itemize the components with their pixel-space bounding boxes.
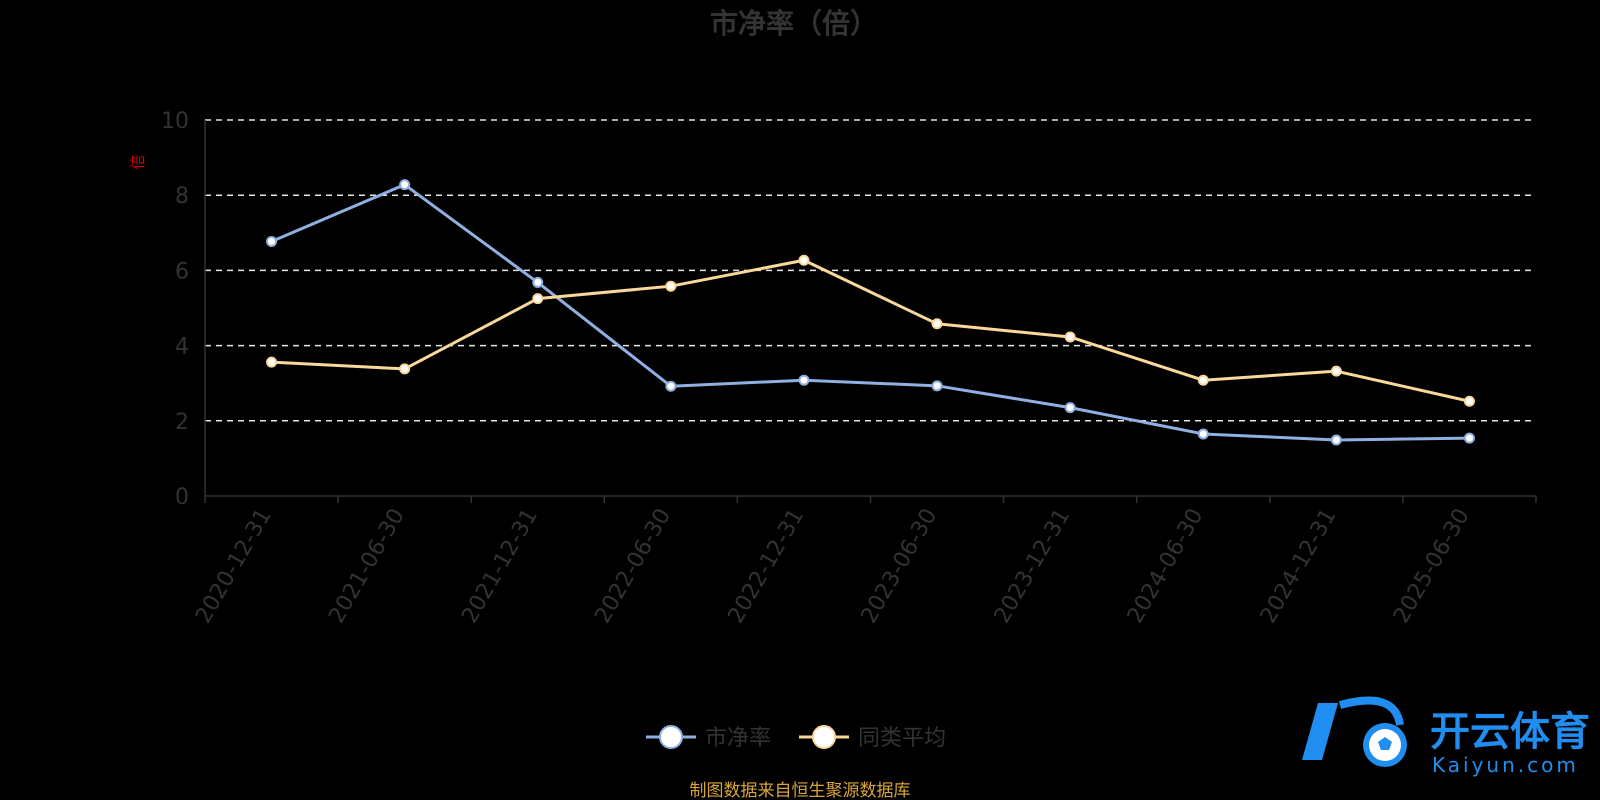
legend-marker (812, 725, 836, 749)
x-tick-label: 2023-12-31 (990, 505, 1076, 628)
data-point[interactable] (1064, 331, 1076, 343)
x-tick-label: 2020-12-31 (191, 505, 277, 628)
x-tick-label: 2024-06-30 (1123, 505, 1209, 628)
legend-item[interactable]: 市净率 (646, 725, 771, 751)
y-tick-label: 4 (175, 335, 189, 360)
data-point[interactable] (798, 374, 810, 386)
data-point[interactable] (1463, 395, 1475, 407)
source-note: 制图数据来自恒生聚源数据库 (690, 781, 911, 800)
x-tick-label: 2022-12-31 (724, 505, 810, 628)
legend-label: 市净率 (705, 726, 771, 751)
legend-label: 同类平均 (858, 726, 946, 751)
data-point[interactable] (798, 254, 810, 266)
data-point[interactable] (532, 293, 544, 305)
data-point[interactable] (266, 356, 278, 368)
x-tick-label: 2021-06-30 (324, 505, 410, 628)
data-point[interactable] (665, 280, 677, 292)
legend[interactable]: 市净率 同类平均 (646, 725, 946, 751)
data-point[interactable] (266, 235, 278, 247)
series-line (270, 183, 1470, 442)
y-tick-label: 10 (161, 109, 189, 134)
series-layer (266, 179, 1475, 446)
y-tick-label: 6 (175, 259, 189, 284)
watermark-sub: Kaiyun.com (1432, 753, 1579, 777)
watermark-logo: 开云体育 Kaiyun.com (1302, 696, 1590, 777)
x-tick-label: 2021-12-31 (457, 505, 543, 628)
series-2 (266, 254, 1475, 407)
x-tick-label: 2022-06-30 (590, 505, 676, 628)
data-point[interactable] (399, 179, 411, 191)
series-1 (266, 179, 1475, 446)
data-point[interactable] (1463, 432, 1475, 444)
y-tick-label: 2 (175, 410, 189, 435)
x-tick-label: 2023-06-30 (857, 505, 943, 628)
x-tick-label: 2025-06-30 (1389, 505, 1475, 628)
grid-layer (205, 119, 1536, 422)
data-point[interactable] (931, 380, 943, 392)
data-point[interactable] (1197, 428, 1209, 440)
k-football-logo-icon (1302, 696, 1407, 767)
data-point[interactable] (1064, 402, 1076, 414)
watermark-name: 开云体育 (1430, 709, 1590, 755)
data-point[interactable] (532, 276, 544, 288)
data-point[interactable] (1197, 374, 1209, 386)
legend-item[interactable]: 同类平均 (799, 725, 946, 751)
series-line (271, 258, 1470, 403)
data-point[interactable] (931, 318, 943, 330)
y-tick-label: 8 (175, 184, 189, 209)
x-tick-label: 2024-12-31 (1256, 505, 1342, 628)
y-tick-label: 0 (175, 485, 189, 510)
data-point[interactable] (665, 380, 677, 392)
data-point[interactable] (1330, 434, 1342, 446)
data-point[interactable] (399, 363, 411, 375)
y-axis-label: 倍 (129, 154, 147, 169)
chart-title: 市净率（倍） (710, 7, 878, 40)
data-point[interactable] (1330, 365, 1342, 377)
legend-marker (659, 725, 683, 749)
